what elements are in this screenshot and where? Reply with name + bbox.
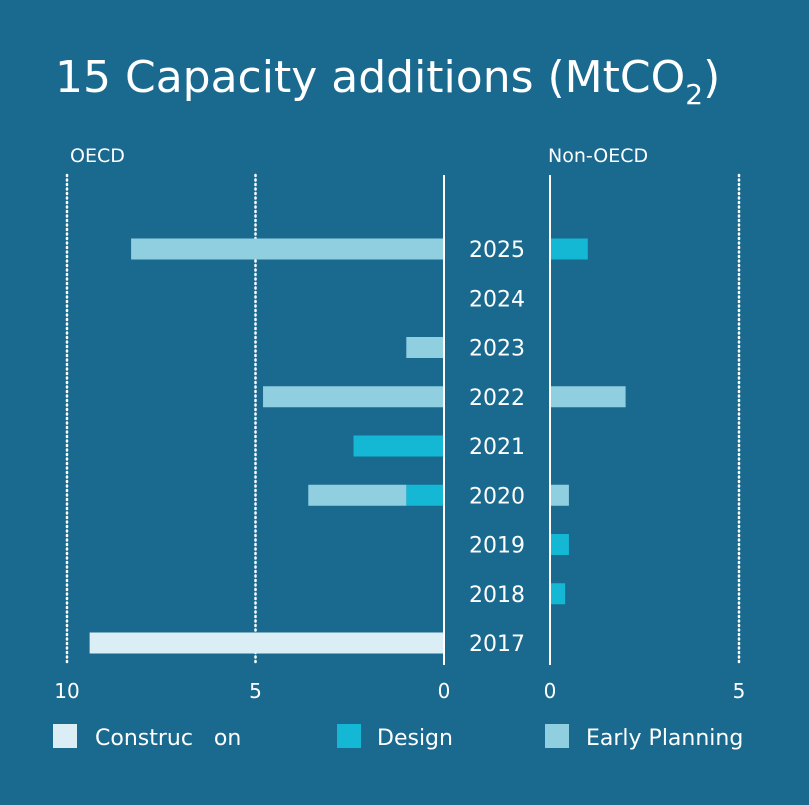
panel-label-oecd: OECD [70, 145, 125, 167]
legend-label-construction: Construc on [95, 726, 241, 751]
year-label-2020: 2020 [469, 484, 525, 509]
bar-oecd-2023-early-planning [406, 337, 444, 358]
legend: Construc on Design Early Planning [53, 724, 743, 751]
year-label-2025: 2025 [469, 238, 525, 263]
year-label-2019: 2019 [469, 534, 525, 559]
legend-swatch-design [337, 724, 361, 748]
bar-non-oecd-2018-design [550, 583, 566, 605]
legend-label-design: Design [377, 726, 453, 751]
bar-non-oecd-2020-early-planning [550, 484, 569, 506]
bars-layer [89, 238, 626, 654]
year-label-2023: 2023 [469, 337, 525, 362]
bar-oecd-2022-early-planning [263, 386, 444, 408]
legend-swatch-construction [53, 724, 77, 748]
tick-label-non-oecd-5: 5 [733, 679, 746, 703]
panel-label-non-oecd: Non-OECD [548, 145, 648, 167]
bar-non-oecd-2019-design [550, 534, 569, 555]
chart-title: 15 Capacity additions (MtCO2) [55, 52, 720, 111]
year-label-2018: 2018 [469, 583, 525, 608]
year-label-2017: 2017 [469, 632, 525, 657]
year-label-2021: 2021 [469, 435, 525, 460]
legend-swatch-early-planning [545, 724, 569, 748]
tick-labels: 10 5 0 0 5 [54, 679, 745, 703]
tick-label-oecd-0: 0 [438, 679, 451, 703]
tick-label-oecd-5: 5 [249, 679, 262, 703]
year-label-2024: 2024 [469, 287, 525, 312]
bar-oecd-2020-design [406, 484, 444, 506]
bar-oecd-2020-early-planning [308, 484, 407, 506]
year-labels: 2025 2024 2023 2022 2021 2020 2019 2018 2017 [469, 238, 525, 657]
tick-label-non-oecd-0: 0 [544, 679, 557, 703]
year-label-2022: 2022 [469, 386, 525, 411]
legend-label-early-planning: Early Planning [586, 726, 743, 751]
bar-oecd-2025-early-planning [131, 238, 444, 260]
bar-oecd-2017-construction [89, 632, 445, 654]
axis-layer [443, 175, 551, 665]
bar-non-oecd-2025-design [550, 238, 588, 260]
bar-non-oecd-2022-early-planning [550, 386, 626, 408]
tick-label-oecd-10: 10 [54, 679, 79, 703]
bar-oecd-2021-design [353, 435, 444, 457]
